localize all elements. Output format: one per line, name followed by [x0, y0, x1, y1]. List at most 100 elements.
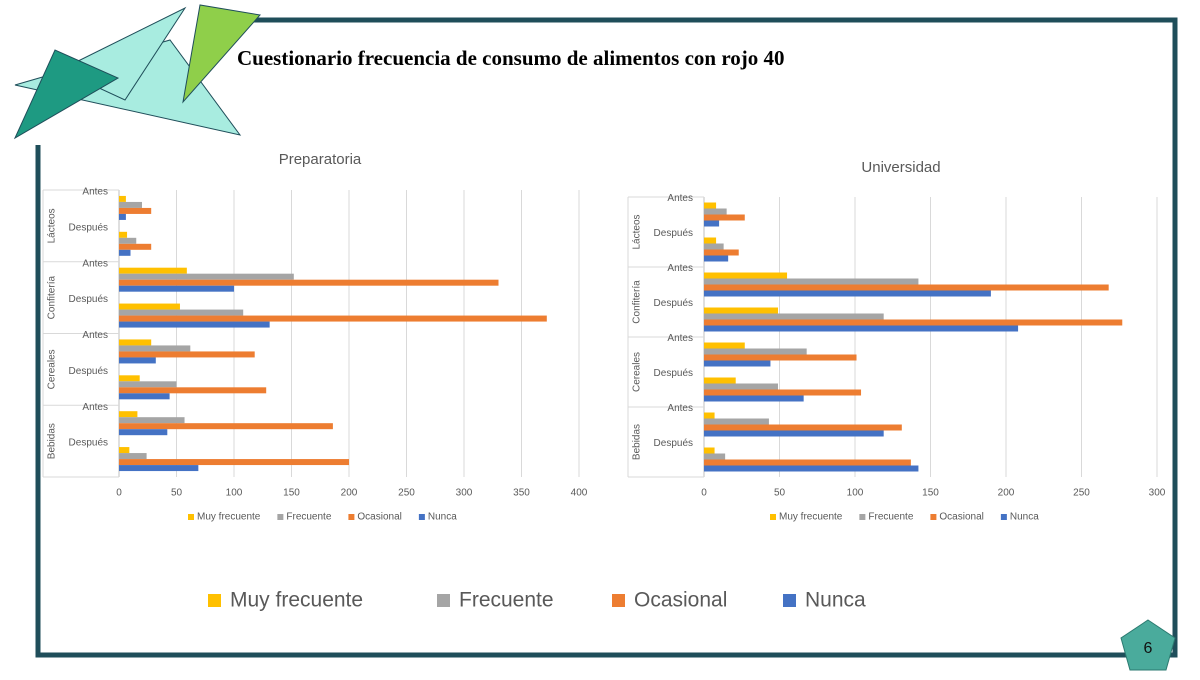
bar	[119, 309, 244, 316]
bar	[119, 447, 130, 454]
bar	[704, 249, 739, 256]
bar	[119, 423, 333, 430]
x-tick-label: 50	[171, 488, 183, 499]
bar	[704, 348, 807, 355]
bar	[119, 249, 131, 256]
bar	[119, 387, 267, 394]
legend-swatch	[418, 514, 425, 520]
bar	[704, 377, 736, 384]
bar	[704, 418, 769, 425]
frame-border	[35, 17, 1178, 658]
legend-swatch	[859, 514, 866, 520]
y-tick-label: Después	[69, 438, 108, 449]
bar	[119, 417, 185, 424]
bar	[704, 220, 720, 227]
legend-swatch	[930, 514, 937, 520]
bar	[704, 360, 771, 367]
x-tick-label: 350	[513, 488, 530, 499]
bar	[704, 243, 724, 250]
bar	[119, 393, 170, 400]
bar	[704, 430, 884, 437]
legend-label: Frecuente	[868, 512, 913, 523]
x-tick-label: 200	[998, 488, 1015, 499]
bar	[704, 284, 1109, 291]
group-label: Cereales	[632, 352, 643, 392]
big-legend-swatch	[612, 594, 625, 607]
big-legend-swatch	[783, 594, 796, 607]
legend-label: Nunca	[428, 512, 457, 523]
group-label: Confitería	[632, 280, 643, 324]
y-tick-label: Después	[654, 228, 693, 239]
group-label: Bebidas	[632, 424, 643, 460]
y-tick-label: Después	[69, 294, 108, 305]
page-badge	[1120, 619, 1176, 671]
bar	[704, 214, 745, 221]
bar	[119, 237, 137, 244]
group-label: Bebidas	[47, 423, 58, 459]
y-tick-label: Antes	[82, 258, 108, 269]
big-legend-label: Nunca	[805, 589, 866, 612]
bar	[704, 319, 1123, 326]
bar	[119, 345, 191, 352]
big-legend-label: Ocasional	[634, 589, 727, 612]
y-tick-label: Después	[69, 366, 108, 377]
bar	[119, 465, 199, 472]
bar	[704, 383, 778, 390]
x-tick-label: 300	[456, 488, 473, 499]
y-tick-label: Después	[654, 438, 693, 449]
x-tick-label: 0	[116, 488, 122, 499]
bar	[704, 255, 729, 262]
x-tick-label: 300	[1149, 488, 1166, 499]
bar	[704, 453, 726, 460]
y-tick-label: Antes	[667, 263, 693, 274]
x-tick-label: 250	[1073, 488, 1090, 499]
big-legend-swatch	[437, 594, 450, 607]
big-legend-label: Frecuente	[459, 589, 554, 612]
legend-swatch	[277, 514, 284, 520]
y-tick-label: Antes	[667, 333, 693, 344]
x-tick-label: 250	[398, 488, 415, 499]
decor-triangle	[13, 49, 120, 140]
bar	[704, 342, 745, 349]
bar	[704, 313, 884, 320]
bar	[704, 202, 717, 209]
bar	[704, 424, 902, 431]
page-number: 6	[1144, 640, 1153, 657]
legend-swatch	[1000, 514, 1007, 520]
y-tick-label: Antes	[82, 330, 108, 341]
bar	[119, 381, 177, 388]
slide-frame	[13, 4, 1178, 671]
x-tick-label: 50	[774, 488, 786, 499]
bar	[119, 279, 499, 286]
bar	[704, 395, 804, 402]
bar	[119, 201, 142, 208]
x-tick-label: 150	[283, 488, 300, 499]
x-tick-label: 200	[341, 488, 358, 499]
chart-title: Preparatoria	[279, 151, 362, 168]
slide-title: Cuestionario frecuencia de consumo de al…	[237, 46, 785, 70]
y-tick-label: Antes	[82, 402, 108, 413]
y-tick-label: Después	[654, 368, 693, 379]
x-tick-label: 0	[701, 488, 707, 499]
bar	[119, 195, 126, 202]
group-label: Lácteos	[632, 214, 643, 249]
x-tick-label: 400	[571, 488, 588, 499]
bar	[119, 243, 152, 250]
group-label: Cereales	[47, 349, 58, 389]
bar	[704, 290, 991, 297]
legend-swatch	[188, 514, 194, 520]
bar	[704, 237, 717, 244]
bar	[704, 325, 1019, 332]
bar	[119, 267, 187, 274]
bar	[119, 321, 270, 328]
legend-label: Muy frecuente	[779, 512, 843, 523]
bar	[119, 429, 168, 436]
y-tick-label: Antes	[667, 193, 693, 204]
legend-label: Ocasional	[357, 512, 401, 523]
bar	[704, 389, 862, 396]
bar	[119, 357, 156, 364]
bar	[704, 447, 715, 454]
group-label: Confitería	[47, 276, 58, 320]
decor-triangle	[182, 4, 261, 104]
